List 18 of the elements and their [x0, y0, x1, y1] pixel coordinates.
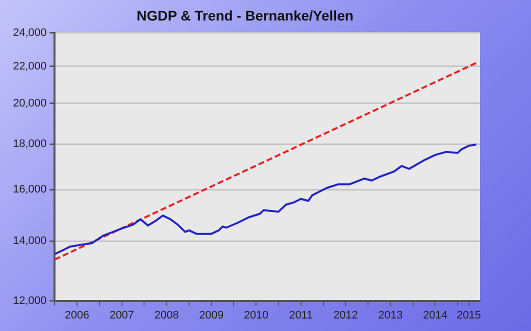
x-tick-label: 2006	[64, 309, 90, 322]
x-tick-label: 2009	[199, 309, 224, 322]
x-tick-label: 2012	[333, 309, 358, 322]
x-tick-label: 2011	[289, 309, 313, 322]
x-tick-label: 2010	[244, 309, 268, 322]
y-tick-label: 12,000	[12, 294, 47, 307]
chart-title: NGDP & Trend - Bernanke/Yellen	[136, 7, 354, 24]
x-tick-label: 2008	[154, 309, 179, 322]
x-tick-label: 2015	[456, 309, 482, 322]
y-tick-label: 16,000	[12, 184, 47, 196]
y-tick-label: 14,000	[12, 235, 47, 248]
y-tick-label: 24,000	[12, 26, 47, 39]
y-tick-label: 18,000	[12, 138, 47, 150]
x-tick-label: 2007	[110, 309, 134, 322]
x-tick-label: 2014	[422, 309, 448, 322]
y-tick-label: 20,000	[12, 97, 47, 110]
x-tick-label: 2013	[378, 309, 403, 322]
y-tick-label: 22,000	[12, 60, 47, 72]
